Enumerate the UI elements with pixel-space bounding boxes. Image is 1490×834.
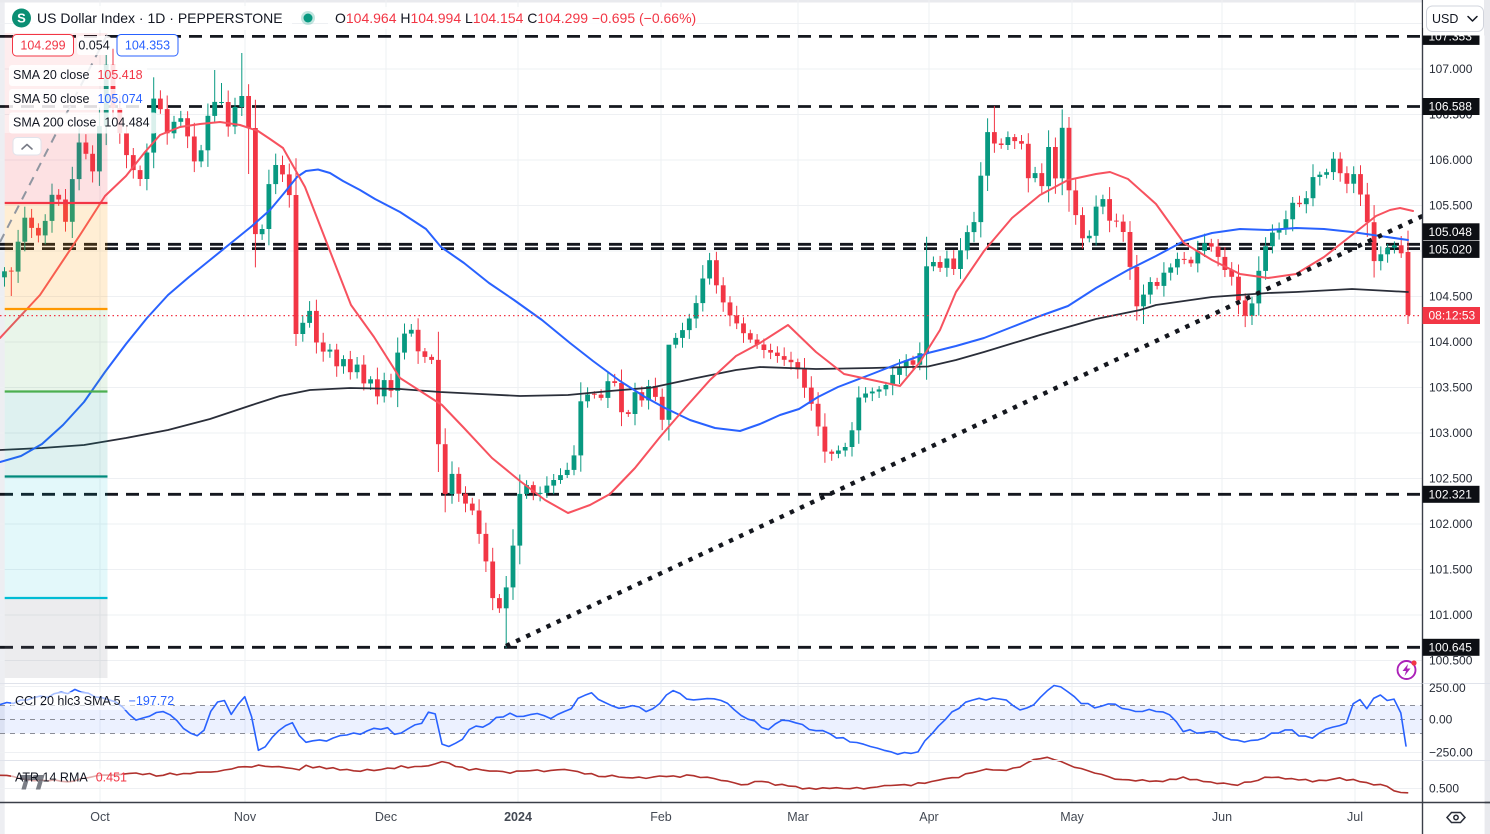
svg-text:May: May: [1060, 810, 1084, 824]
svg-text:103.500: 103.500: [1429, 381, 1473, 395]
svg-text:104.500: 104.500: [1429, 290, 1473, 304]
svg-text:Oct: Oct: [90, 810, 110, 824]
svg-text:102.321: 102.321: [1429, 488, 1473, 502]
svg-text:0.500: 0.500: [1429, 782, 1459, 796]
svg-text:105.500: 105.500: [1429, 199, 1473, 213]
svg-text:250.00: 250.00: [1429, 681, 1466, 695]
svg-text:104.299: 104.299: [20, 39, 65, 53]
svg-text:O104.964 H104.994 L104.154 C10: O104.964 H104.994 L104.154 C104.299 −0.6…: [335, 10, 696, 26]
svg-text:107.000: 107.000: [1429, 62, 1473, 76]
svg-text:CCI 20 hlc3 SMA 5−197.72: CCI 20 hlc3 SMA 5 −197.72: [15, 694, 174, 708]
svg-text:100.500: 100.500: [1429, 654, 1473, 668]
svg-text:101.000: 101.000: [1429, 608, 1473, 622]
svg-text:Apr: Apr: [919, 810, 938, 824]
svg-text:Jun: Jun: [1212, 810, 1232, 824]
svg-text:101.500: 101.500: [1429, 563, 1473, 577]
svg-text:105.020: 105.020: [1429, 243, 1473, 257]
svg-text:105.048: 105.048: [1429, 225, 1473, 239]
svg-text:08:12:53: 08:12:53: [1429, 308, 1476, 322]
svg-text:102.000: 102.000: [1429, 517, 1473, 531]
svg-text:100.645: 100.645: [1429, 641, 1473, 655]
svg-text:104.353: 104.353: [125, 39, 170, 53]
svg-text:USD: USD: [1432, 12, 1458, 26]
svg-text:US Dollar Index · 1D · PEPPERS: US Dollar Index · 1D · PEPPERSTONE: [37, 10, 283, 26]
svg-text:−250.00: −250.00: [1429, 746, 1473, 760]
svg-text:Nov: Nov: [234, 810, 257, 824]
svg-text:Feb: Feb: [650, 810, 672, 824]
svg-text:Dec: Dec: [375, 810, 397, 824]
svg-text:102.500: 102.500: [1429, 472, 1473, 486]
svg-text:104.000: 104.000: [1429, 335, 1473, 349]
svg-text:Mar: Mar: [787, 810, 809, 824]
svg-text:106.000: 106.000: [1429, 153, 1473, 167]
svg-text:Jul: Jul: [1347, 810, 1363, 824]
svg-text:S: S: [17, 11, 26, 26]
svg-text:2024: 2024: [504, 810, 532, 824]
svg-text:0.00: 0.00: [1429, 713, 1453, 727]
svg-text:106.588: 106.588: [1429, 100, 1473, 114]
svg-text:103.000: 103.000: [1429, 426, 1473, 440]
svg-text:0.054: 0.054: [78, 39, 109, 53]
